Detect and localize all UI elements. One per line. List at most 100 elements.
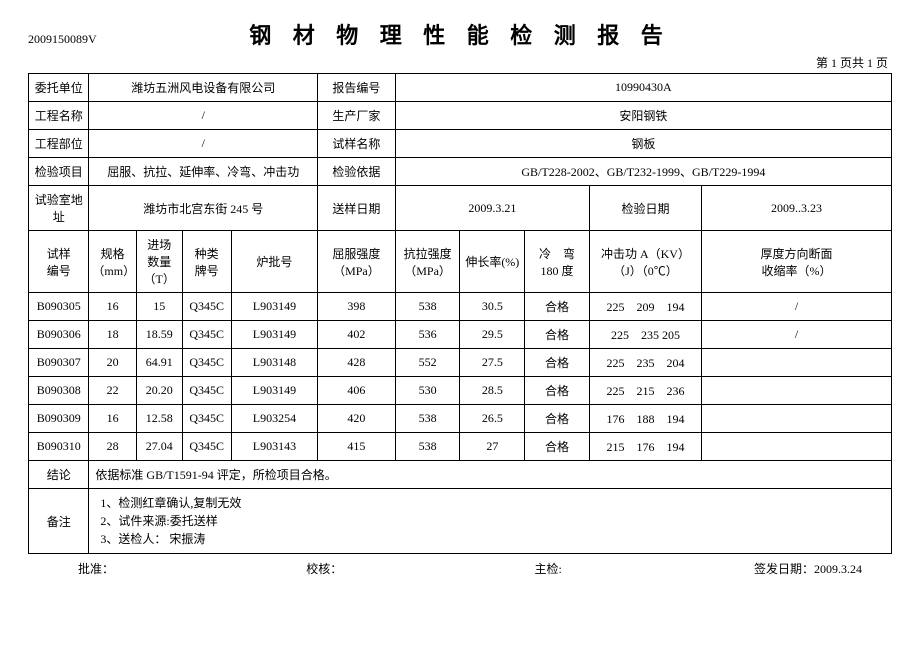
label-sample-name: 试样名称 [318,130,396,158]
table-cell: 27.5 [460,349,525,377]
table-row: B0903072064.91Q345CL90314842855227.5合格22… [29,349,892,377]
table-cell: 176 188 194 [589,405,701,433]
table-cell: 合格 [525,405,590,433]
table-cell: 536 [395,321,460,349]
value-conclusion: 依据标准 GB/T1591-94 评定，所检项目合格。 [89,461,892,489]
label-project-name: 工程名称 [29,102,89,130]
table-cell: 64.91 [136,349,182,377]
value-test-date: 2009..3.23 [702,186,892,231]
table-cell [702,405,892,433]
table-cell: Q345C [182,433,231,461]
table-cell: 28.5 [460,377,525,405]
label-lab-address: 试验室地址 [29,186,89,231]
table-row: B0903102827.04Q345CL90314341553827合格215 … [29,433,892,461]
table-cell: 398 [318,293,396,321]
report-table: 委托单位 潍坊五洲风电设备有限公司 报告编号 10990430A 工程名称 / … [28,73,892,554]
remark-line-3: 3、送检人： 宋振涛 [100,530,888,548]
label-report-no: 报告编号 [318,74,396,102]
table-cell: L903254 [231,405,317,433]
col-qty: 进场数量（T） [136,231,182,293]
table-cell: 415 [318,433,396,461]
table-cell: B090308 [29,377,89,405]
table-cell: 215 176 194 [589,433,701,461]
footer-issue-date: 签发日期：2009.3.24 [754,560,862,577]
label-remarks: 备注 [29,489,89,554]
table-cell: Q345C [182,349,231,377]
table-cell: 30.5 [460,293,525,321]
table-cell: 538 [395,293,460,321]
col-furnace: 炉批号 [231,231,317,293]
value-send-date: 2009.3.21 [395,186,589,231]
table-cell: 29.5 [460,321,525,349]
table-cell: Q345C [182,405,231,433]
table-cell: B090307 [29,349,89,377]
table-cell: 552 [395,349,460,377]
table-cell: 20 [89,349,136,377]
col-tensile: 抗拉强度（MPa） [395,231,460,293]
table-cell: 20.20 [136,377,182,405]
table-cell: 16 [89,293,136,321]
table-cell: B090305 [29,293,89,321]
col-type: 种类牌号 [182,231,231,293]
table-cell: 538 [395,433,460,461]
document-id: 2009150089V [28,32,228,47]
table-cell: 16 [89,405,136,433]
table-row: B0903082220.20Q345CL90314940653028.5合格22… [29,377,892,405]
table-cell: 225 215 236 [589,377,701,405]
value-report-no: 10990430A [395,74,891,102]
col-cold-bend: 冷 弯180 度 [525,231,590,293]
table-cell: 12.58 [136,405,182,433]
label-test-basis: 检验依据 [318,158,396,186]
table-cell: 225 235 204 [589,349,701,377]
footer-signatures: 批准： 校核： 主检: 签发日期：2009.3.24 [28,560,892,577]
col-sample-no: 试样编号 [29,231,89,293]
table-cell: B090306 [29,321,89,349]
table-cell: 225 235 205 [589,321,701,349]
table-cell: 合格 [525,349,590,377]
table-cell: 合格 [525,293,590,321]
value-sample-name: 钢板 [395,130,891,158]
table-cell: 538 [395,405,460,433]
footer-approve: 批准： [78,560,114,577]
table-cell: Q345C [182,321,231,349]
table-cell: 27.04 [136,433,182,461]
table-cell: 合格 [525,433,590,461]
label-conclusion: 结论 [29,461,89,489]
label-manufacturer: 生产厂家 [318,102,396,130]
table-cell: L903143 [231,433,317,461]
table-cell [702,377,892,405]
value-project-name: / [89,102,318,130]
table-cell [702,349,892,377]
label-send-date: 送样日期 [318,186,396,231]
table-cell: L903149 [231,321,317,349]
label-test-items: 检验项目 [29,158,89,186]
table-cell: 26.5 [460,405,525,433]
label-client: 委托单位 [29,74,89,102]
table-cell: 428 [318,349,396,377]
value-manufacturer: 安阳钢铁 [395,102,891,130]
table-row: B0903091612.58Q345CL90325442053826.5合格17… [29,405,892,433]
table-row: B0903061818.59Q345CL90314940253629.5合格22… [29,321,892,349]
footer-check: 校核： [306,560,342,577]
table-cell: 18.59 [136,321,182,349]
value-test-basis: GB/T228-2002、GB/T232-1999、GB/T229-1994 [395,158,891,186]
label-project-part: 工程部位 [29,130,89,158]
value-project-part: / [89,130,318,158]
col-spec: 规格（mm） [89,231,136,293]
table-cell: 530 [395,377,460,405]
table-cell: Q345C [182,293,231,321]
table-cell: 27 [460,433,525,461]
table-cell: Q345C [182,377,231,405]
table-cell: 15 [136,293,182,321]
footer-main-check: 主检: [534,560,561,577]
value-lab-address: 潍坊市北宫东街 245 号 [89,186,318,231]
col-yield: 屈服强度（MPa） [318,231,396,293]
table-cell: 合格 [525,377,590,405]
table-cell: 合格 [525,321,590,349]
value-test-items: 屈服、抗拉、延伸率、冷弯、冲击功 [89,158,318,186]
remark-line-1: 1、检测红章确认,复制无效 [100,494,888,512]
table-cell: / [702,293,892,321]
table-cell: B090310 [29,433,89,461]
table-cell: 402 [318,321,396,349]
value-client: 潍坊五洲风电设备有限公司 [89,74,318,102]
